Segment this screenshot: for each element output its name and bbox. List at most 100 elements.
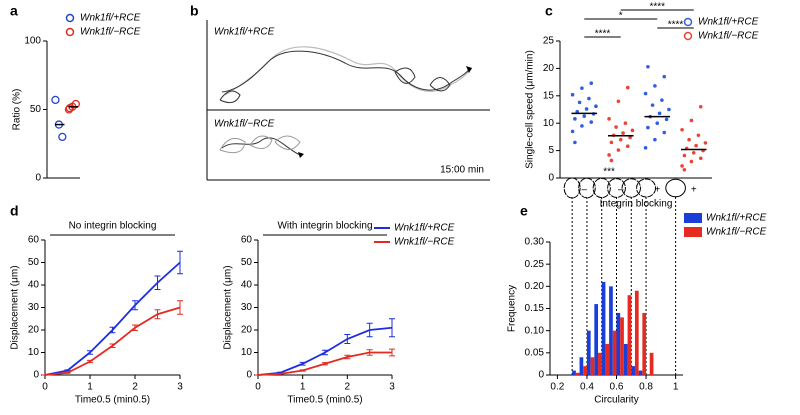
bar — [609, 286, 613, 375]
y-axis-label: Single-cell speed (μm/min) — [525, 50, 536, 169]
y-axis-label: Displacement (μm) — [10, 265, 21, 349]
point — [580, 86, 584, 90]
point — [616, 148, 621, 152]
point — [703, 141, 708, 145]
point — [646, 125, 650, 130]
legend-label: Wnk1fl/+RCE — [698, 17, 759, 28]
y-tick-label: 60 — [28, 235, 40, 246]
x-tick-label: 0.4 — [580, 382, 594, 393]
trajectory — [221, 137, 301, 156]
chart-title: No integrin blocking — [69, 221, 157, 232]
legend-label: Wnk1fl/+RCE — [394, 223, 455, 234]
point — [655, 121, 660, 125]
legend-marker — [65, 13, 75, 23]
bar — [616, 312, 621, 375]
point — [71, 99, 80, 109]
bar — [583, 366, 587, 375]
point — [650, 103, 655, 107]
point — [643, 91, 648, 96]
x-axis-label: Time0.5 (min0.5) — [287, 395, 362, 406]
y-tick-label: 40 — [28, 280, 40, 291]
panel-letter: d — [10, 203, 19, 219]
arrowhead — [298, 152, 304, 158]
y-axis-label: Frequency — [507, 285, 518, 332]
legend-label: Wnk1fl/−RCE — [706, 227, 767, 238]
y-tick-label: 100 — [24, 36, 41, 47]
point — [687, 137, 691, 142]
x-tick-label: 1 — [300, 382, 306, 393]
panel-letter: e — [520, 203, 528, 219]
x-tick-label: 3 — [177, 382, 183, 393]
point — [594, 104, 598, 109]
point — [696, 133, 701, 138]
cell-outline — [219, 135, 301, 154]
point — [653, 137, 657, 142]
legend-marker — [683, 17, 693, 27]
x-tick-label: + — [654, 185, 660, 196]
bar — [579, 357, 584, 375]
legend-label: Wnk1fl/+RCE — [80, 13, 141, 24]
point — [65, 103, 74, 113]
trace-label: Wnk1fl/+RCE — [214, 27, 275, 38]
point — [51, 95, 60, 105]
point — [680, 127, 684, 132]
y-tick-label: 60 — [241, 235, 253, 246]
y-tick-label: 30 — [241, 302, 253, 313]
shape-icon — [592, 177, 611, 199]
y-tick-label: 30 — [28, 302, 40, 313]
point — [689, 118, 694, 123]
bar — [575, 372, 580, 375]
point — [657, 111, 662, 116]
point — [662, 74, 667, 79]
point — [589, 81, 594, 85]
point — [589, 120, 594, 124]
x-tick-label: 0.2 — [550, 382, 564, 393]
point — [573, 140, 577, 145]
y-tick-label: 10 — [241, 347, 253, 358]
point — [587, 96, 591, 101]
y-tick-label: 20 — [28, 325, 40, 336]
x-tick-label: 0 — [255, 382, 261, 393]
point — [667, 107, 671, 112]
point — [623, 121, 628, 125]
point — [646, 64, 650, 69]
y-tick-label: 0 — [33, 370, 39, 381]
legend-label: Wnk1fl/−RCE — [394, 237, 455, 248]
point — [616, 99, 621, 104]
y-tick-label: 0.30 — [525, 237, 545, 248]
bar — [634, 290, 639, 375]
point — [698, 104, 703, 109]
x-tick-label: 2 — [345, 382, 351, 393]
trajectory — [224, 46, 473, 96]
chart-title: With integrin blocking — [277, 221, 372, 232]
point — [614, 125, 618, 129]
y-tick-label: 0.15 — [525, 303, 545, 314]
x-tick-label: – — [581, 185, 587, 196]
x-tick-label: 2 — [132, 382, 138, 393]
point — [691, 150, 696, 155]
y-tick-label: 0.10 — [525, 325, 545, 336]
x-tick-label: 3 — [389, 382, 395, 393]
y-tick-label: 15 — [543, 90, 555, 101]
bar — [612, 330, 617, 375]
point — [682, 167, 687, 172]
bar — [572, 370, 576, 375]
significance-label: **** — [668, 20, 684, 31]
y-tick-label: 10 — [543, 118, 555, 129]
point — [584, 107, 589, 111]
shape-icon — [578, 177, 596, 199]
point — [625, 85, 630, 90]
point — [607, 117, 611, 121]
x-tick-label: – — [618, 185, 624, 196]
bar — [598, 352, 602, 375]
annotation: *** — [603, 167, 615, 178]
y-tick-label: 0 — [246, 370, 252, 381]
x-axis-label: Integrin blocking — [600, 199, 673, 210]
point — [625, 144, 630, 149]
point — [573, 117, 577, 121]
y-tick-label: 10 — [28, 347, 40, 358]
legend-label: Wnk1fl/−RCE — [698, 31, 759, 42]
x-axis-label: Circularity — [594, 395, 638, 406]
series-line — [44, 261, 181, 376]
